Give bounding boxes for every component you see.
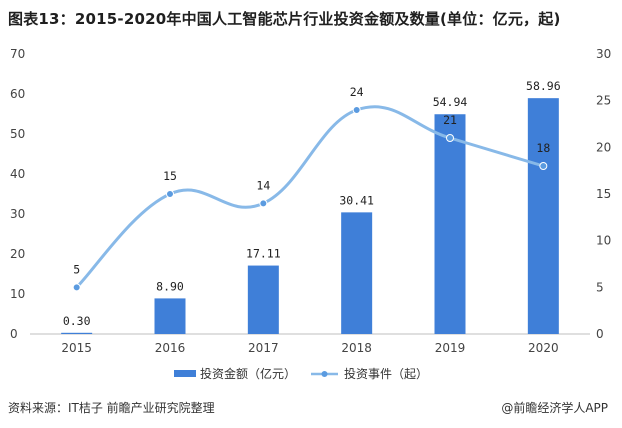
bar-value-label: 54.94 [433,95,468,109]
x-tick-label: 2018 [341,341,372,355]
bar [341,212,373,334]
left-axis: 0 10 20 30 40 50 60 70 [10,47,25,341]
x-tick-label: 2020 [528,341,559,355]
legend-line-label: 投资事件（起） [344,366,428,381]
line-value-label: 18 [536,141,550,155]
line-point [352,106,361,114]
x-tick-label: 2016 [155,341,186,355]
line-point [259,199,268,208]
x-axis-ticks: 2015 2016 2017 2018 2019 2020 [61,341,558,355]
line-series [72,105,548,292]
right-tick-label: 25 [596,94,611,108]
left-tick-label: 30 [10,207,25,221]
left-tick-label: 0 [10,327,18,341]
bar [434,114,466,335]
left-tick-label: 10 [10,287,25,301]
bar [61,332,93,334]
x-tick-label: 2015 [61,341,92,355]
brand-credit: @前瞻经济学人APP [501,401,608,415]
right-tick-label: 15 [596,187,611,201]
left-tick-label: 40 [10,167,25,181]
left-tick-label: 20 [10,247,25,261]
right-tick-label: 5 [596,280,604,294]
bar-value-label: 8.90 [156,279,184,293]
source-note: 资料来源：IT桔子 前瞻产业研究院整理 [8,401,215,415]
line-point [539,162,548,170]
left-tick-label: 60 [10,87,25,101]
legend-bar-swatch [174,370,196,377]
data-labels: 0.30 8.90 17.11 30.41 54.94 58.96 5 15 14 24 21 18 [63,79,561,328]
line-value-label: 21 [443,113,457,127]
bar [247,265,279,334]
line-value-label: 5 [73,262,80,276]
right-tick-label: 20 [596,140,611,154]
line-point [446,134,454,142]
line-point [72,283,81,292]
left-tick-label: 50 [10,127,25,141]
right-axis: 0 5 10 15 20 25 30 [596,47,611,341]
bar [527,98,559,334]
chart-title: 图表13：2015-2020年中国人工智能芯片行业投资金额及数量(单位：亿元，起… [8,10,561,28]
legend: 投资金额（亿元） 投资事件（起） [174,366,428,381]
series-line [75,105,544,289]
bar-value-label: 0.30 [63,314,91,328]
bar-value-label: 58.96 [526,79,561,93]
legend-line-marker [321,371,328,377]
line-value-label: 14 [256,178,270,192]
bar-series [61,98,559,335]
bar [154,298,186,334]
line-value-label: 24 [350,85,364,99]
bar-value-label: 17.11 [246,247,281,261]
right-tick-label: 30 [596,47,611,61]
line-point [166,190,174,198]
x-tick-label: 2017 [248,341,279,355]
left-tick-label: 70 [10,47,25,61]
bar-value-label: 30.41 [339,193,374,207]
x-tick-label: 2019 [435,341,466,355]
line-value-label: 15 [163,169,177,183]
right-tick-label: 10 [596,234,611,248]
legend-bar-label: 投资金额（亿元） [200,366,296,381]
right-tick-label: 0 [596,327,604,341]
